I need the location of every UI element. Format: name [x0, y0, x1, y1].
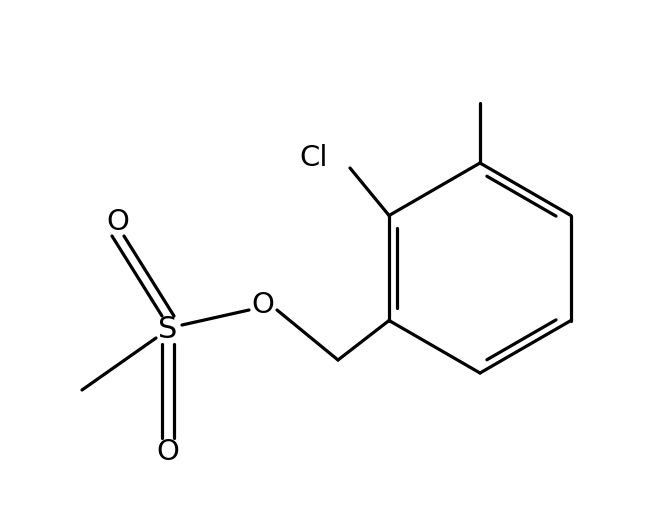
Text: O: O [251, 291, 275, 319]
Text: O: O [157, 438, 180, 466]
Text: O: O [107, 208, 129, 236]
Text: Cl: Cl [299, 144, 328, 172]
Text: S: S [158, 315, 178, 345]
